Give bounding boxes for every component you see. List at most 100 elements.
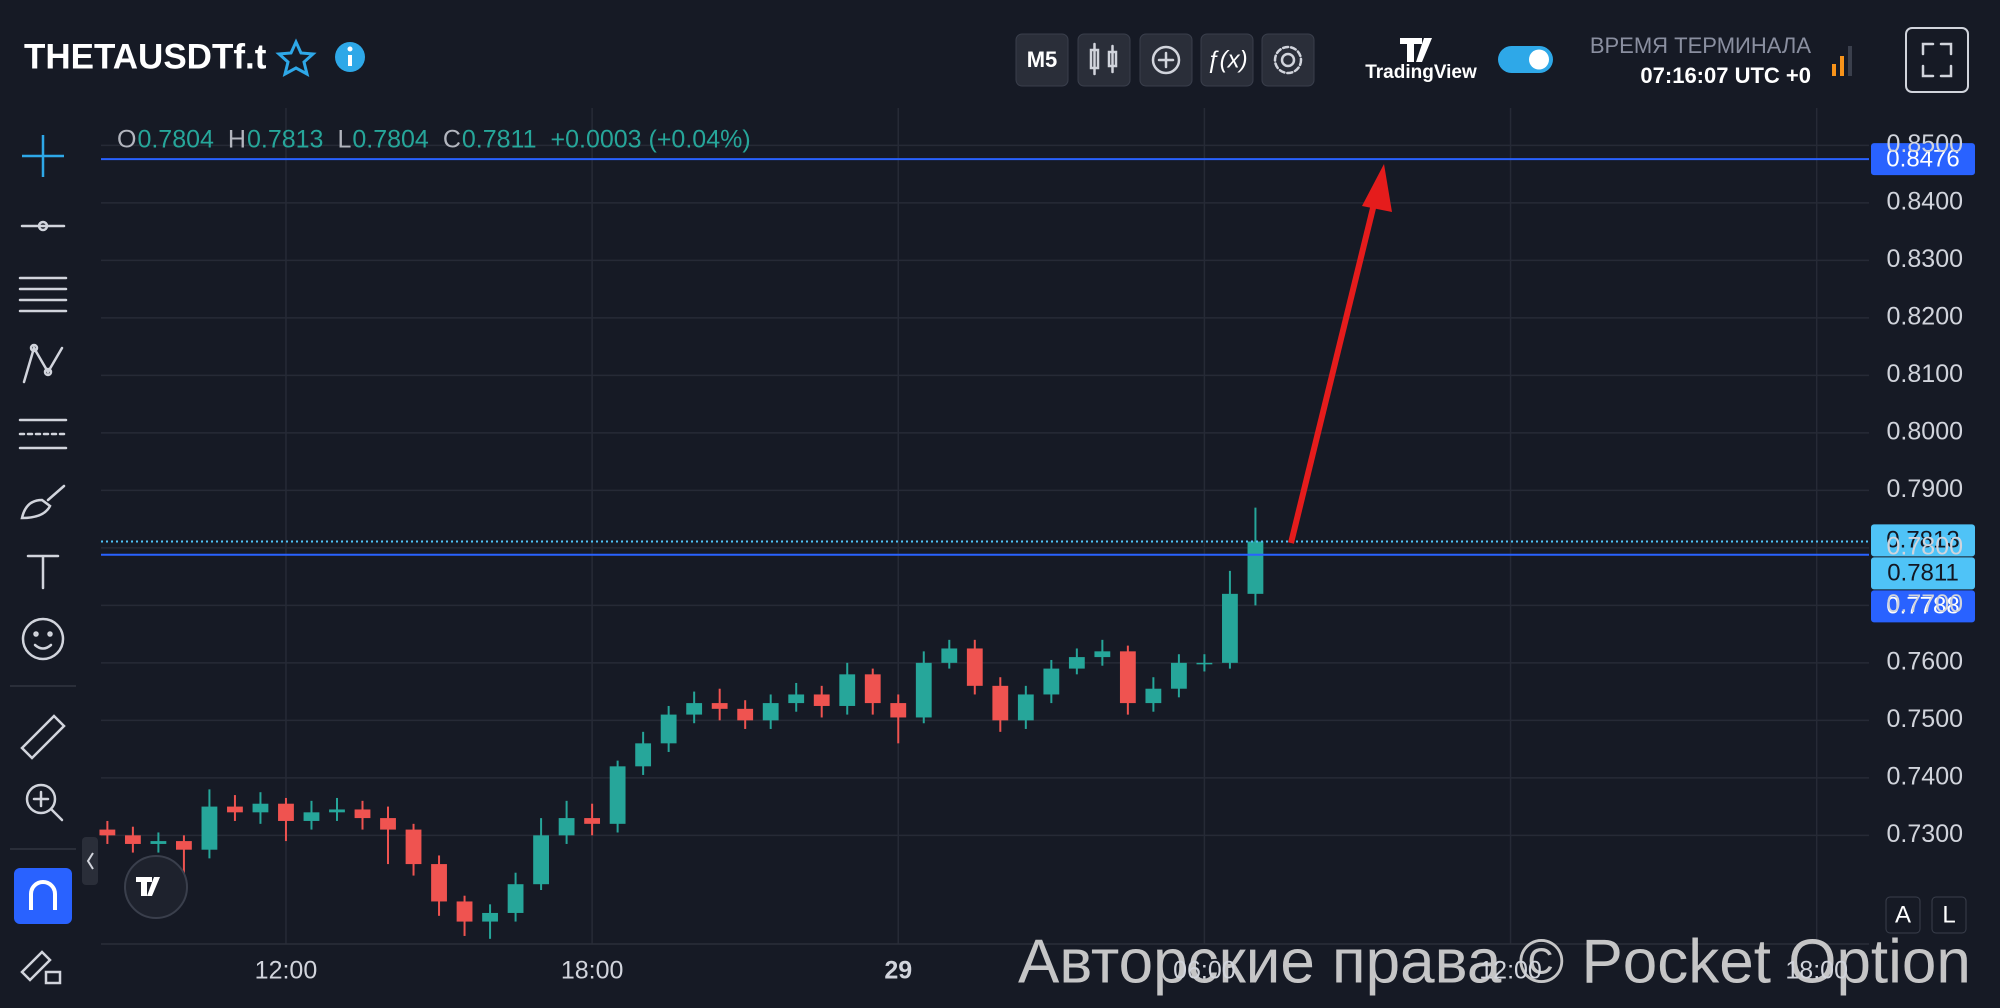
- text-tool[interactable]: [26, 554, 60, 590]
- y-tick-label: 0.7600: [1887, 647, 1963, 675]
- candle-body: [1068, 657, 1085, 669]
- pattern-tool[interactable]: [22, 343, 64, 384]
- watermark: Авторские права © Pocket Option: [1018, 927, 1971, 996]
- signal-bar: [1840, 56, 1844, 76]
- candle-body: [150, 841, 167, 844]
- candle-body: [405, 829, 422, 865]
- fullscreen-icon: [1921, 42, 1953, 78]
- plot: [99, 158, 1869, 939]
- candle-body: [176, 841, 192, 850]
- x-tick-label: 18:00: [561, 957, 624, 985]
- y-tick-label: 0.7700: [1887, 590, 1963, 618]
- candle-body: [1043, 668, 1060, 695]
- toggle-knob: [1529, 49, 1549, 70]
- candle-body: [1094, 651, 1111, 658]
- candle-body: [201, 806, 218, 850]
- y-tick-label: 0.8300: [1887, 245, 1963, 273]
- candle-body: [584, 818, 601, 824]
- price-labels: 0.8476 0.7813 0.7811 0.7788: [1871, 143, 1975, 623]
- y-tick-label: 0.8400: [1887, 187, 1963, 215]
- zoom-tool[interactable]: [25, 783, 64, 822]
- candle-body: [992, 685, 1009, 721]
- settings-button[interactable]: [1261, 33, 1315, 87]
- signal-bar: [1832, 64, 1836, 76]
- candle-body: [762, 703, 779, 721]
- candle-body: [303, 812, 320, 821]
- candle-body: [711, 703, 728, 709]
- ohlc-value: 0.7804: [352, 126, 429, 154]
- fullscreen-button[interactable]: [1905, 27, 1969, 93]
- y-tick-label: 0.7900: [1887, 475, 1963, 503]
- candle-body: [1247, 541, 1264, 594]
- x-tick-label: 29: [884, 957, 912, 985]
- y-tick-label: 0.7400: [1887, 762, 1963, 790]
- candle-body: [788, 694, 805, 704]
- candle-body: [124, 835, 141, 844]
- favorite-star[interactable]: [275, 38, 317, 77]
- tradingview-logo: [1400, 38, 1432, 62]
- candle-body: [482, 912, 498, 922]
- candle-body: [354, 809, 371, 819]
- indicators-label: ƒ(x): [1206, 46, 1247, 73]
- symbol[interactable]: THETAUSDTf.t: [24, 37, 267, 76]
- candle-body: [737, 708, 754, 721]
- log-scale-button[interactable]: [1931, 896, 1967, 934]
- auto-scale-button[interactable]: [1885, 896, 1921, 934]
- collapse-tab[interactable]: [82, 837, 98, 885]
- clock: 07:16:07 UTC +0: [1640, 63, 1811, 88]
- crosshair-tool[interactable]: [22, 135, 64, 177]
- y-tick-label: 0.7300: [1887, 820, 1963, 848]
- candle-body: [1017, 694, 1034, 721]
- candle-body: [329, 809, 345, 813]
- candles-icon: [1089, 42, 1118, 76]
- forecast-tool[interactable]: [18, 418, 68, 450]
- candle-body: [915, 662, 932, 718]
- y-tick-label: 0.7800: [1887, 532, 1963, 560]
- tv-logo-button[interactable]: [124, 855, 188, 919]
- candle-body: [890, 703, 907, 718]
- info-glyph-dot: [347, 46, 353, 52]
- indicators-button[interactable]: [1200, 33, 1254, 87]
- candle-body: [252, 803, 269, 813]
- brush-tool[interactable]: [20, 484, 66, 520]
- price-label: 0.8476: [1886, 146, 1959, 173]
- signal-bar: [1848, 46, 1852, 76]
- ohlc-label: L: [337, 126, 351, 154]
- lock-tool[interactable]: [20, 950, 62, 985]
- x-tick-label: 06:00: [1173, 957, 1236, 985]
- arrow-head: [1362, 164, 1392, 212]
- ohlc-value: +0.0003 (+0.04%): [551, 126, 751, 154]
- emoji-tool[interactable]: [21, 617, 65, 661]
- tv-logo: [136, 877, 160, 896]
- ohlc-value: 0.7811: [462, 126, 537, 154]
- price-label: 0.7813: [1886, 527, 1959, 554]
- candle-body: [533, 835, 549, 885]
- price-label-box: [1871, 524, 1975, 557]
- ruler-tool[interactable]: [20, 714, 66, 760]
- x-tick-label: 18:00: [1785, 957, 1848, 985]
- chart-type-button[interactable]: [1077, 33, 1131, 87]
- price-label: 0.7788: [1886, 593, 1959, 620]
- line-tool[interactable]: [20, 220, 66, 232]
- candle-body: [456, 901, 473, 922]
- candle-body: [99, 829, 116, 836]
- magnet-tool[interactable]: [14, 868, 72, 924]
- price-label-box: [1871, 557, 1975, 590]
- y-tick-label: 0.7500: [1887, 705, 1963, 733]
- interval-button[interactable]: [1015, 33, 1069, 87]
- ohlc-value: 0.7804: [137, 126, 214, 154]
- price-label-box: [1871, 143, 1975, 176]
- fib-tool[interactable]: [18, 276, 68, 313]
- candle-body: [1145, 688, 1162, 704]
- y-tick-label: 0.8200: [1887, 302, 1963, 330]
- candle-body: [1222, 593, 1238, 663]
- x-tick-label: 12:00: [255, 957, 318, 985]
- y-tick-label: 0.8000: [1887, 417, 1963, 445]
- candle-body: [558, 818, 575, 836]
- candle-body: [660, 714, 677, 744]
- candle-body: [839, 674, 856, 706]
- candle-body: [864, 674, 881, 704]
- candle-body: [278, 803, 294, 821]
